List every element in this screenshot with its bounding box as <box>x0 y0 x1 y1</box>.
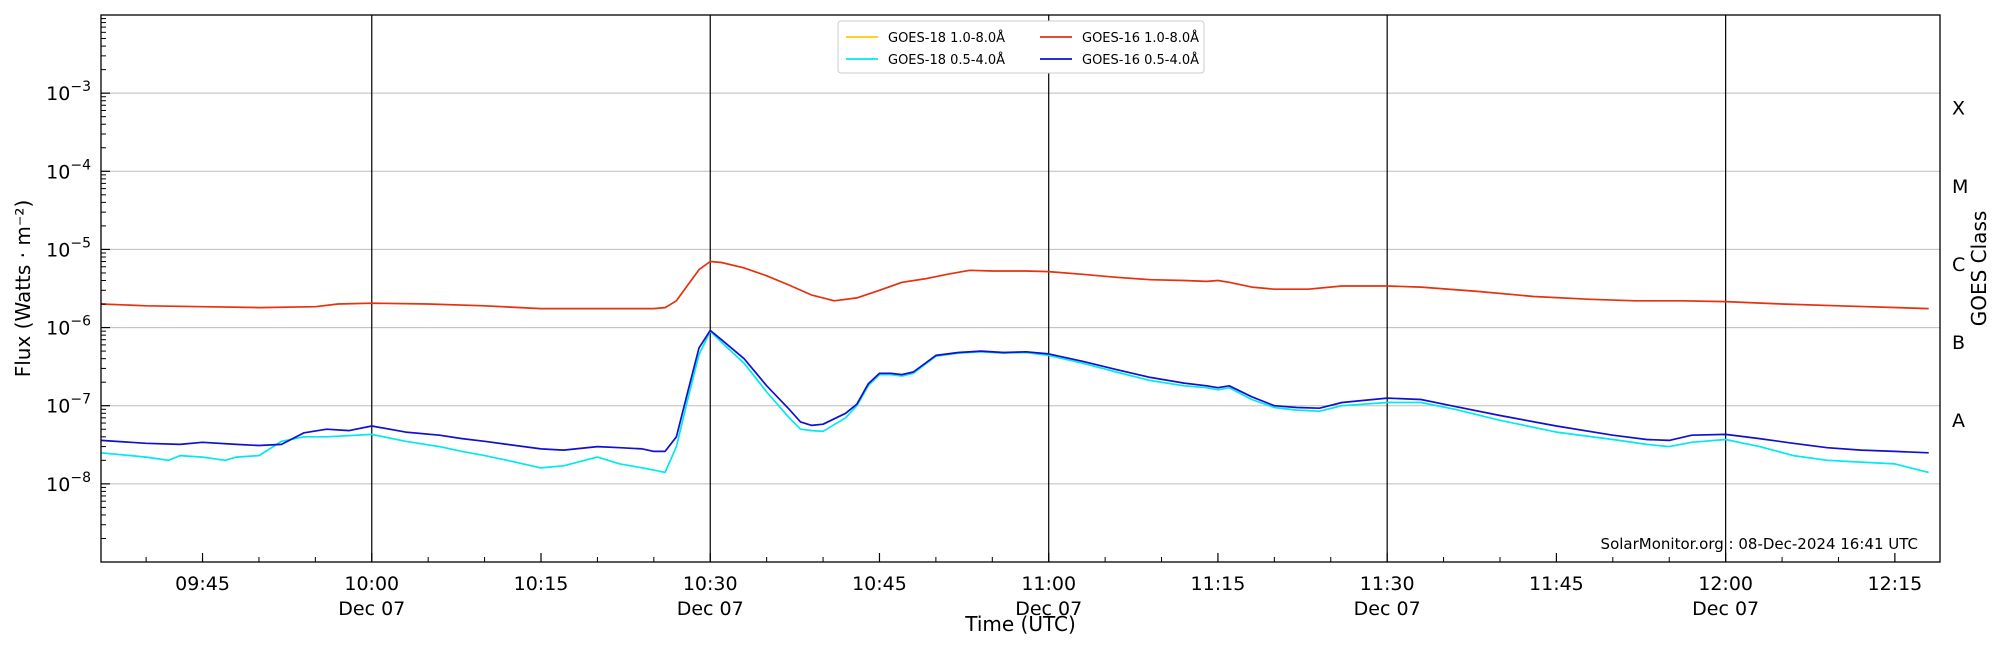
goes-class-label: A <box>1952 410 1965 432</box>
y-tick-label: 10−4 <box>46 157 91 183</box>
x-tick-label: 10:30 <box>683 573 738 595</box>
grid-layer <box>101 15 1940 562</box>
series-line-1 <box>100 260 1929 310</box>
y-tick-label: 10−5 <box>46 235 91 261</box>
x-tick-date-label: Dec 07 <box>677 598 744 620</box>
series-line-2 <box>100 330 1929 474</box>
legend-box <box>837 20 1205 74</box>
x-tick-label: 12:00 <box>1698 573 1753 595</box>
y-axis-title: Flux (Watts · m⁻²) <box>11 200 35 378</box>
axes-layer: 10−8 10−7 10−6 10−5 10−4 10−3 09:45 10:00 Dec 07… <box>46 18 1968 620</box>
legend-label: GOES-18 0.5-4.0Å <box>888 52 1005 68</box>
y-tick-label: 10−7 <box>46 392 91 418</box>
credit-text: SolarMonitor.org : 08-Dec-2024 16:41 UTC <box>1601 535 1918 553</box>
x-tick-label: 11:15 <box>1191 573 1246 595</box>
y-tick-label: 10−8 <box>46 470 91 496</box>
legend-label: GOES-16 1.0-8.0Å <box>1082 30 1199 46</box>
x-tick-label: 09:45 <box>175 573 230 595</box>
x-tick-label: 11:30 <box>1360 573 1415 595</box>
x-tick-date-label: Dec 07 <box>1015 598 1082 620</box>
goes-class-label: M <box>1952 176 1968 198</box>
legend: GOES-18 1.0-8.0Å GOES-18 0.5-4.0Å GOES-16 … <box>837 20 1205 74</box>
x-tick-label: 11:00 <box>1021 573 1076 595</box>
y-tick-label: 10−6 <box>46 314 91 340</box>
x-tick-date-label: Dec 07 <box>338 598 405 620</box>
x-tick-label: 10:00 <box>344 573 399 595</box>
x-tick-label: 10:15 <box>514 573 569 595</box>
x-tick-label: 12:15 <box>1867 573 1922 595</box>
plot-frame <box>100 14 1941 563</box>
legend-label: GOES-16 0.5-4.0Å <box>1082 52 1199 68</box>
goes-class-axis-title: GOES Class <box>1967 211 1991 327</box>
goes-class-label: B <box>1952 332 1965 354</box>
series-line-3 <box>100 329 1929 454</box>
x-axis-title: Time (UTC) <box>964 612 1076 636</box>
goes-class-label: X <box>1952 98 1965 120</box>
y-tick-label: 10−3 <box>46 79 91 105</box>
series-layer <box>100 260 1929 474</box>
x-tick-label: 11:45 <box>1529 573 1584 595</box>
x-tick-label: 10:45 <box>852 573 907 595</box>
goes-class-label: C <box>1952 254 1965 276</box>
x-tick-date-label: Dec 07 <box>1692 598 1759 620</box>
legend-label: GOES-18 1.0-8.0Å <box>888 30 1005 46</box>
x-tick-date-label: Dec 07 <box>1354 598 1421 620</box>
